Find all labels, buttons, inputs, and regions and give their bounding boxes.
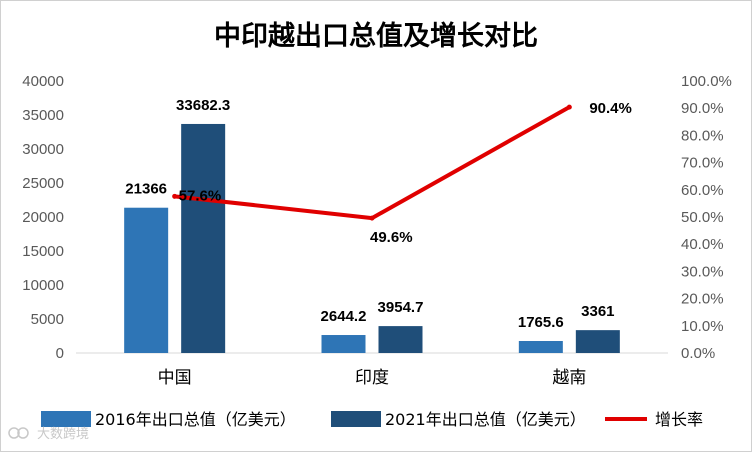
y-right-tick-label: 100.0% <box>681 73 732 90</box>
growth-point <box>369 215 375 221</box>
watermark-text: 大数跨境 <box>37 427 89 442</box>
y-right-tick-label: 20.0% <box>681 291 724 308</box>
y-left-tick-label: 30000 <box>22 141 64 158</box>
y-right-tick-label: 40.0% <box>681 236 724 253</box>
legend-label: 增长率 <box>655 410 703 429</box>
x-tick-label: 印度 <box>355 368 389 388</box>
chart-title: 中印越出口总值及增长对比 <box>214 20 538 52</box>
bar <box>518 340 563 353</box>
y-right-tick-label: 50.0% <box>681 209 724 226</box>
growth-point <box>172 193 178 199</box>
watermark-logo-icon <box>8 427 20 439</box>
y-left-tick-label: 25000 <box>22 175 64 192</box>
legend-swatch <box>41 411 91 427</box>
bar <box>124 207 169 353</box>
legend: 2016年出口总值（亿美元） 2021年出口总值（亿美元） 增长率 <box>41 410 703 429</box>
y-left-tick-label: 40000 <box>22 73 64 90</box>
data-labels: 21366 2644.2 1765.6 33682.3 3954.7 3361 57.6% 4… <box>125 97 632 331</box>
bar-value-label: 33682.3 <box>176 97 230 114</box>
x-tick-label: 中国 <box>158 368 192 388</box>
y-right-tick-label: 60.0% <box>681 182 724 199</box>
growth-line-path <box>174 105 571 221</box>
y-left-tick-label: 20000 <box>22 209 64 226</box>
watermark: 大数跨境 <box>8 427 89 442</box>
watermark-logo-icon-2 <box>17 427 29 439</box>
bar <box>321 335 366 353</box>
bar <box>181 123 226 353</box>
legend-label: 2016年出口总值（亿美元） <box>95 410 296 429</box>
bar <box>575 330 620 353</box>
x-tick-label: 越南 <box>552 368 586 388</box>
growth-line <box>172 104 572 221</box>
bar-value-label: 3954.7 <box>378 299 424 316</box>
y-right-tick-label: 10.0% <box>681 318 724 335</box>
bar-value-label: 3361 <box>581 303 614 320</box>
growth-value-label: 90.4% <box>589 100 632 117</box>
y-left-tick-label: 15000 <box>22 243 64 260</box>
y-left-tick-label: 0 <box>56 345 64 362</box>
y-left-tick-label: 5000 <box>31 311 64 328</box>
legend-swatch <box>331 411 381 427</box>
bar-value-label: 21366 <box>125 181 167 198</box>
legend-label: 2021年出口总值（亿美元） <box>385 410 586 429</box>
y-right-tick-label: 30.0% <box>681 263 724 280</box>
growth-point <box>566 104 572 110</box>
y-right-tick-label: 70.0% <box>681 155 724 172</box>
y-right-tick-label: 80.0% <box>681 127 724 144</box>
bars <box>124 123 620 353</box>
growth-value-label: 49.6% <box>370 229 413 246</box>
axes: 0 5000 10000 15000 20000 25000 30000 35000 40000… <box>22 73 732 388</box>
growth-value-label: 57.6% <box>179 187 222 204</box>
bar <box>378 326 423 353</box>
y-right-tick-label: 90.0% <box>681 100 724 117</box>
bar-value-label: 1765.6 <box>518 314 564 331</box>
bar-value-label: 2644.2 <box>321 308 367 325</box>
y-left-tick-label: 10000 <box>22 277 64 294</box>
y-right-tick-label: 0.0% <box>681 345 715 362</box>
y-left-tick-label: 35000 <box>22 107 64 124</box>
